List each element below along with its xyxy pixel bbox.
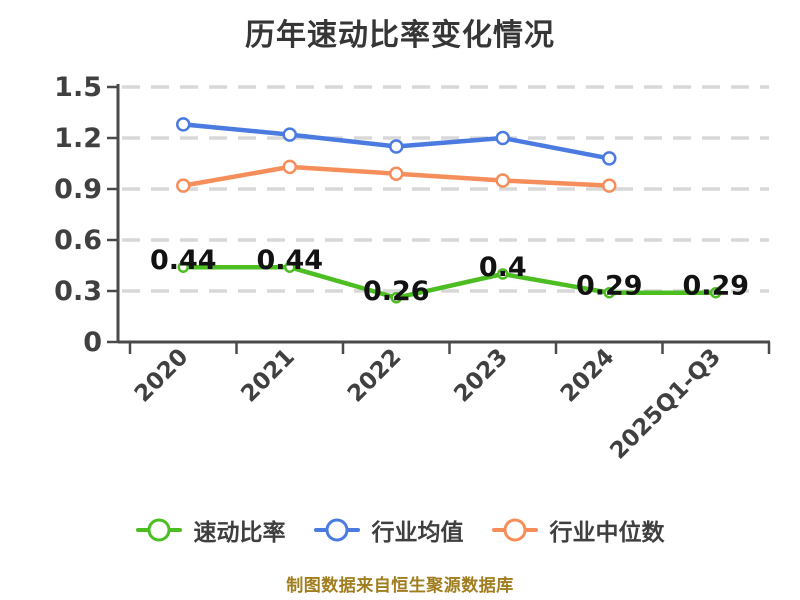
data-point-industry-median [495, 173, 510, 188]
data-point-industry-median [389, 166, 404, 181]
data-point-quick-ratio [284, 261, 296, 273]
x-tick-label: 2021 [236, 344, 300, 408]
legend-item-quick-ratio: 速动比率 [135, 513, 286, 547]
data-point-quick-ratio [710, 286, 722, 299]
y-tick-label: 1.5 [54, 72, 102, 103]
data-label: 0.44 [256, 245, 323, 276]
data-point-quick-ratio [603, 286, 615, 299]
y-tick-label: 0 [83, 327, 102, 358]
y-tick-label: 0.3 [54, 276, 102, 307]
legend-label-industry-average: 行业均值 [371, 520, 464, 546]
data-point-industry-median [282, 159, 297, 175]
data-label: 0.4 [479, 252, 527, 283]
data-labels: 0.44 0.44 0.26 0.4 0.29 0.29 [150, 245, 749, 307]
data-point-industry-average [282, 127, 297, 142]
x-tick-label: 2025Q1-Q3 [605, 344, 726, 465]
data-label: 0.26 [363, 276, 430, 307]
legend-label-industry-median: 行业中位数 [549, 520, 665, 546]
legend-label-quick-ratio: 速动比率 [193, 520, 286, 546]
gridlines [122, 85, 769, 293]
y-tick-label: 0.9 [54, 174, 102, 205]
x-tick-label: 2023 [449, 344, 513, 408]
data-label: 0.44 [150, 245, 217, 276]
series-industry-median [176, 159, 617, 193]
data-label: 0.29 [682, 271, 749, 302]
series-line-quick-ratio [181, 264, 718, 301]
data-point-industry-average [389, 139, 404, 154]
data-label: 0.29 [576, 271, 643, 302]
legend-item-industry-median: 行业中位数 [491, 513, 665, 547]
data-point-industry-median [602, 178, 617, 193]
data-source-note: 制图数据来自恒生聚源数据库 [286, 576, 514, 596]
line-marker-icon [491, 517, 538, 543]
line-marker-icon [313, 517, 360, 543]
x-tick-label: 2022 [343, 344, 407, 408]
data-point-industry-average [176, 117, 191, 132]
data-point-quick-ratio [390, 292, 402, 304]
series-industry-average [176, 117, 617, 166]
data-point-industry-average [495, 130, 510, 146]
y-tick-label: 1.2 [54, 123, 102, 154]
x-tick-label: 2020 [130, 344, 194, 408]
chart-legend: 速动比率 行业均值 行业中位数 [0, 513, 800, 547]
legend-item-industry-average: 行业均值 [313, 513, 464, 547]
line-marker-icon [135, 517, 182, 543]
data-point-quick-ratio [497, 268, 509, 280]
data-point-industry-average [602, 151, 617, 166]
data-point-industry-median [176, 178, 191, 193]
data-point-quick-ratio [177, 261, 189, 273]
y-tick-label: 0.6 [54, 225, 102, 256]
chart-title: 历年速动比率变化情况 [245, 18, 555, 53]
series-quick-ratio [177, 261, 722, 304]
x-tick-label: 2024 [556, 344, 620, 408]
